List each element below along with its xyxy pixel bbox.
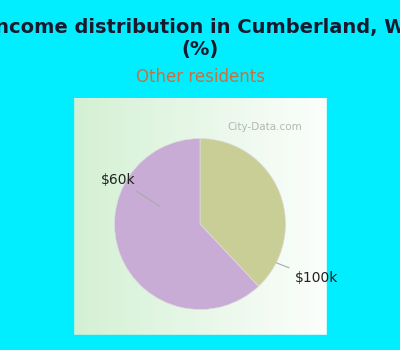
Text: $100k: $100k [276,263,338,286]
Text: City-Data.com: City-Data.com [228,122,302,132]
Text: Other residents: Other residents [136,68,264,86]
Bar [56,98,73,350]
Text: Income distribution in Cumberland, WI
(%): Income distribution in Cumberland, WI (%… [0,18,400,59]
Bar [327,98,344,350]
Wedge shape [200,139,286,286]
Bar [56,335,344,350]
Text: $60k: $60k [101,173,160,206]
Wedge shape [114,139,258,309]
